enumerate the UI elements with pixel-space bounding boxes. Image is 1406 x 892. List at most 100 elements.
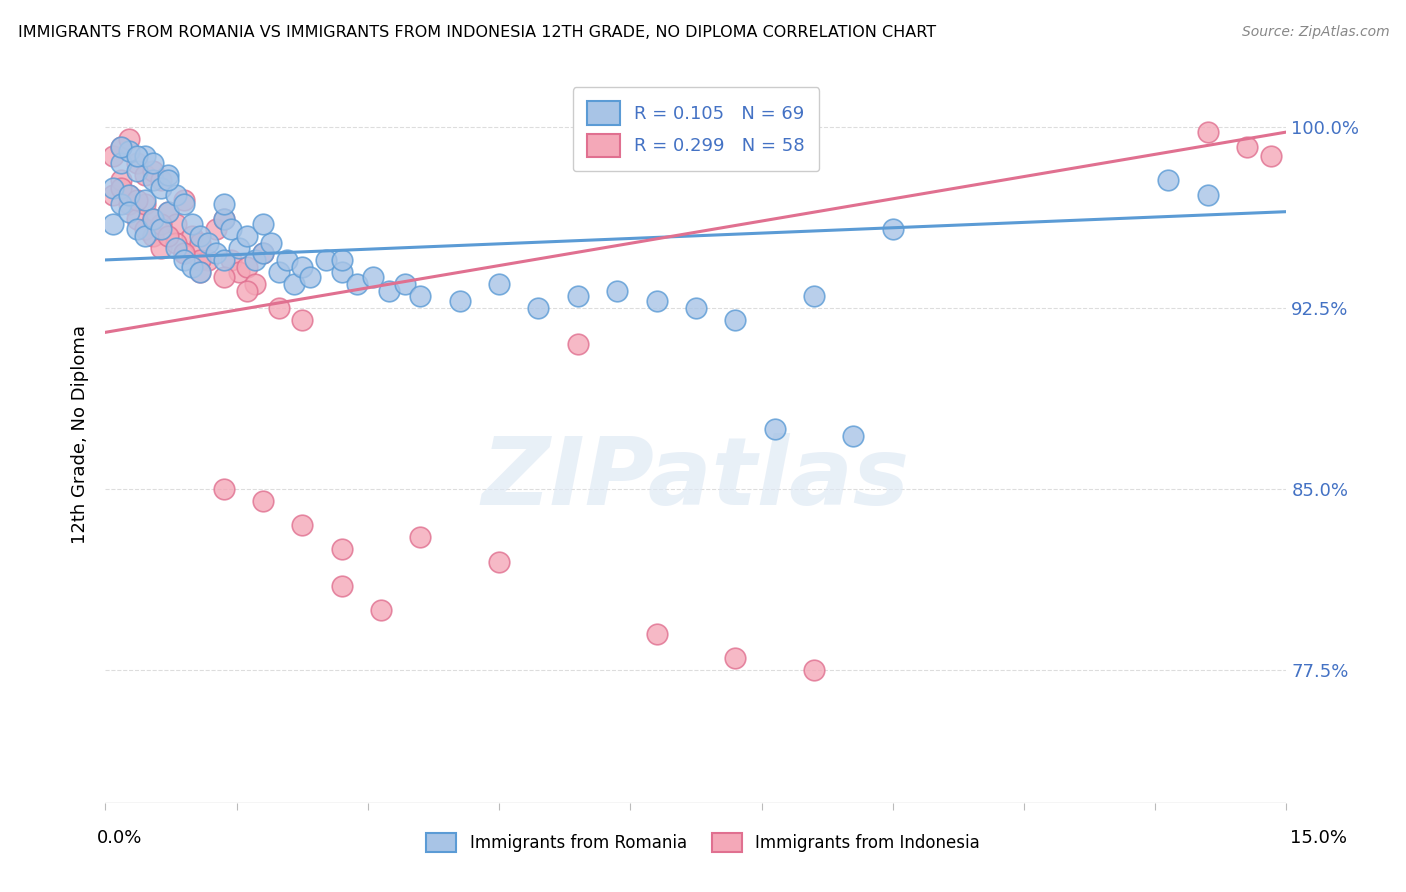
Point [267, 301, 290, 315]
Point [252, 217, 274, 231]
Point [181, 217, 204, 231]
Point [527, 301, 550, 315]
Point [118, 145, 141, 159]
Point [197, 235, 219, 250]
Point [212, 211, 235, 226]
Point [165, 217, 187, 231]
Point [378, 285, 401, 299]
Point [645, 627, 668, 641]
Point [803, 663, 825, 677]
Point [149, 221, 172, 235]
Legend: Immigrants from Romania, Immigrants from Indonesia: Immigrants from Romania, Immigrants from… [419, 826, 987, 859]
Text: Source: ZipAtlas.com: Source: ZipAtlas.com [1241, 25, 1389, 39]
Point [803, 289, 825, 303]
Point [110, 139, 132, 153]
Point [142, 173, 165, 187]
Point [299, 269, 322, 284]
Point [1197, 187, 1219, 202]
Point [361, 269, 384, 284]
Point [149, 241, 172, 255]
Point [149, 217, 172, 231]
Point [724, 313, 747, 327]
Point [330, 252, 353, 267]
Point [134, 149, 156, 163]
Point [142, 211, 165, 226]
Point [882, 221, 904, 235]
Point [567, 337, 589, 351]
Point [221, 252, 243, 267]
Point [370, 603, 392, 617]
Text: 15.0%: 15.0% [1291, 829, 1347, 847]
Point [142, 228, 165, 243]
Point [228, 265, 250, 279]
Point [252, 494, 274, 508]
Point [125, 211, 148, 226]
Point [173, 197, 195, 211]
Point [188, 228, 211, 243]
Point [212, 197, 235, 211]
Point [236, 228, 259, 243]
Point [330, 579, 353, 593]
Point [110, 139, 132, 153]
Point [409, 289, 432, 303]
Point [488, 555, 510, 569]
Point [1260, 149, 1282, 163]
Point [134, 193, 156, 207]
Point [188, 252, 211, 267]
Point [125, 193, 148, 207]
Point [204, 221, 226, 235]
Point [252, 245, 274, 260]
Point [165, 241, 187, 255]
Point [134, 221, 156, 235]
Text: IMMIGRANTS FROM ROMANIA VS IMMIGRANTS FROM INDONESIA 12TH GRADE, NO DIPLOMA CORR: IMMIGRANTS FROM ROMANIA VS IMMIGRANTS FR… [18, 25, 936, 40]
Point [243, 252, 266, 267]
Point [212, 211, 235, 226]
Point [315, 252, 337, 267]
Legend: R = 0.105   N = 69, R = 0.299   N = 58: R = 0.105 N = 69, R = 0.299 N = 58 [572, 87, 820, 171]
Point [103, 180, 125, 194]
Point [221, 221, 243, 235]
Point [291, 260, 314, 275]
Point [204, 245, 226, 260]
Point [118, 187, 141, 202]
Point [291, 518, 314, 533]
Point [267, 265, 290, 279]
Point [142, 156, 165, 170]
Point [645, 293, 668, 308]
Point [394, 277, 416, 291]
Point [283, 277, 305, 291]
Point [149, 173, 172, 187]
Point [157, 228, 180, 243]
Point [157, 204, 180, 219]
Point [110, 173, 132, 187]
Point [842, 429, 865, 443]
Point [134, 197, 156, 211]
Point [157, 169, 180, 183]
Point [157, 173, 180, 187]
Point [173, 193, 195, 207]
Point [1197, 125, 1219, 139]
Point [134, 169, 156, 183]
Point [173, 252, 195, 267]
Point [110, 156, 132, 170]
Point [330, 542, 353, 557]
Text: ZIPatlas: ZIPatlas [482, 433, 910, 525]
Point [252, 245, 274, 260]
Point [197, 252, 219, 267]
Point [724, 651, 747, 665]
Point [125, 163, 148, 178]
Point [276, 252, 298, 267]
Point [181, 228, 204, 243]
Point [1236, 139, 1258, 153]
Point [409, 530, 432, 544]
Point [110, 197, 132, 211]
Point [228, 241, 250, 255]
Point [165, 187, 187, 202]
Point [103, 187, 125, 202]
Point [118, 204, 141, 219]
Point [236, 260, 259, 275]
Point [103, 149, 125, 163]
Point [212, 269, 235, 284]
Point [142, 163, 165, 178]
Point [449, 293, 471, 308]
